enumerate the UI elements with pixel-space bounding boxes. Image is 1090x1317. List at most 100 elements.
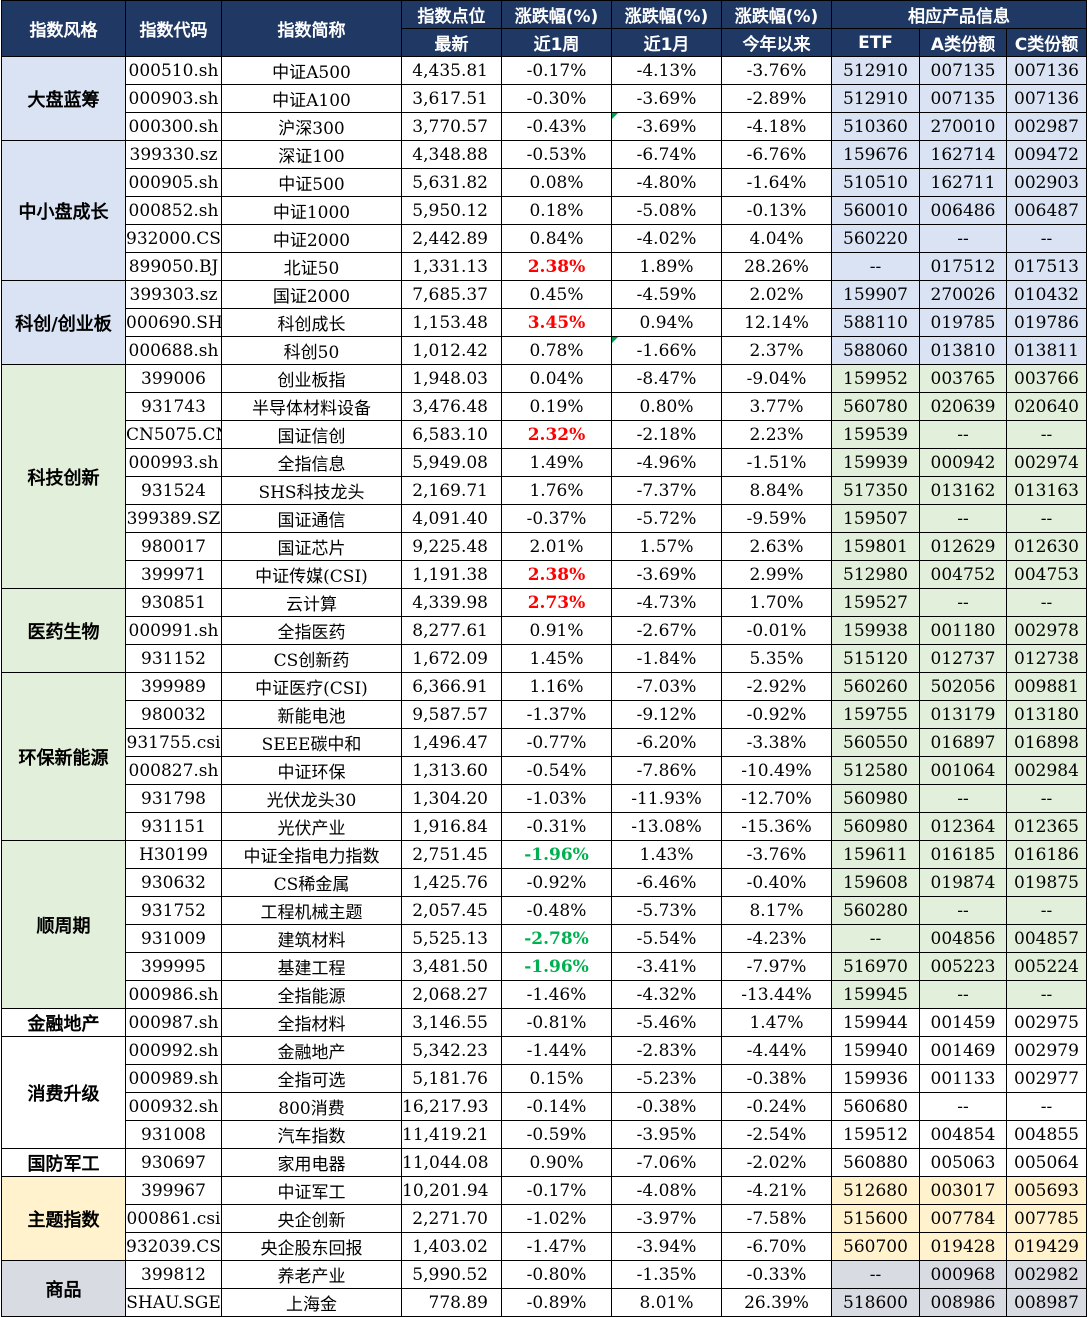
code-cell: 930697 <box>125 1148 222 1177</box>
week-cell: -0.43% <box>501 112 612 141</box>
ytd-cell: -3.76% <box>721 56 832 85</box>
latest-cell: 9,587.57 <box>401 700 502 729</box>
table-row: 931008 汽车指数 11,419.21 -0.59% -3.95% -2.54% 159… <box>2 1120 1088 1149</box>
c-share-cell: 005693 <box>1005 1176 1088 1205</box>
etf-cell: 512910 <box>831 84 920 113</box>
week-cell: -1.03% <box>501 784 612 813</box>
code-cell: 931151 <box>125 812 222 841</box>
month-cell: -1.35% <box>611 1260 722 1289</box>
c-share-cell: 013811 <box>1005 336 1088 365</box>
week-cell: -0.31% <box>501 812 612 841</box>
latest-cell: 1,331.13 <box>401 252 502 281</box>
a-share-cell: 004856 <box>919 924 1007 953</box>
week-cell: -0.30% <box>501 84 612 113</box>
ytd-cell: -6.70% <box>721 1232 832 1261</box>
c-share-cell: 008987 <box>1005 1288 1088 1317</box>
week-cell: 1.45% <box>501 644 612 673</box>
c-share-cell: 019429 <box>1005 1232 1088 1261</box>
c-share-cell: 019786 <box>1005 308 1088 337</box>
ytd-cell: 28.26% <box>721 252 832 281</box>
ytd-cell: 26.39% <box>721 1288 832 1317</box>
header-products: 相应产品信息 <box>830 0 1088 29</box>
week-cell: -0.59% <box>501 1120 612 1149</box>
month-cell: -5.46% <box>611 1008 722 1037</box>
c-share-cell: 002987 <box>1005 112 1088 141</box>
week-cell: 1.76% <box>501 476 612 505</box>
ytd-cell: -0.33% <box>721 1260 832 1289</box>
month-cell: -2.67% <box>611 616 722 645</box>
latest-cell: 1,403.02 <box>401 1232 502 1261</box>
name-cell: 中证传媒(CSI) <box>221 560 402 589</box>
a-share-cell: 005223 <box>919 952 1007 981</box>
ytd-cell: -4.44% <box>721 1036 832 1065</box>
code-cell: 930851 <box>125 588 222 617</box>
header-points: 指数点位 <box>401 0 502 29</box>
month-cell: 0.80% <box>611 392 722 421</box>
a-share-cell: 012629 <box>919 532 1007 561</box>
c-share-cell: 004857 <box>1005 924 1088 953</box>
category-cell: 中小盘成长 <box>1 140 126 281</box>
week-cell: -1.47% <box>501 1232 612 1261</box>
name-cell: 半导体材料设备 <box>221 392 402 421</box>
c-share-cell: 017513 <box>1005 252 1088 281</box>
a-share-cell: 162714 <box>919 140 1007 169</box>
name-cell: 国证通信 <box>221 504 402 533</box>
code-cell: 399006 <box>125 364 222 393</box>
code-cell: 931524 <box>125 476 222 505</box>
category-cell: 环保新能源 <box>1 672 126 841</box>
latest-cell: 11,044.08 <box>401 1148 502 1177</box>
ytd-cell: 2.02% <box>721 280 832 309</box>
name-cell: 深证100 <box>221 140 402 169</box>
month-cell: -3.97% <box>611 1204 722 1233</box>
name-cell: 汽车指数 <box>221 1120 402 1149</box>
week-cell: -2.78% <box>501 924 612 953</box>
month-cell: 8.01% <box>611 1288 722 1317</box>
ytd-cell: 5.35% <box>721 644 832 673</box>
table-row: 顺周期 H30199 中证全指电力指数 2,751.45 -1.96% 1.43% -3.7… <box>1 840 1088 1009</box>
header-ytd: 今年以来 <box>721 28 832 57</box>
a-share-cell: 003017 <box>919 1176 1007 1205</box>
etf-cell: 159940 <box>831 1036 920 1065</box>
month-cell: -5.23% <box>611 1064 722 1093</box>
name-cell: 央企创新 <box>221 1204 402 1233</box>
category-cell: 金融地产 <box>1 1008 126 1037</box>
header-c-share: C类份额 <box>1005 28 1088 57</box>
week-cell: 0.18% <box>501 196 612 225</box>
etf-cell: 560010 <box>831 196 920 225</box>
latest-cell: 2,442.89 <box>401 224 502 253</box>
etf-cell: 159611 <box>831 840 920 869</box>
week-cell: -0.48% <box>501 896 612 925</box>
week-cell: -0.37% <box>501 504 612 533</box>
ytd-cell: -0.01% <box>721 616 832 645</box>
code-cell: 932000.CSI <box>125 224 222 253</box>
ytd-cell: -2.54% <box>721 1120 832 1149</box>
a-share-cell: -- <box>919 420 1007 449</box>
latest-cell: 8,277.61 <box>401 616 502 645</box>
latest-cell: 2,751.45 <box>401 840 502 869</box>
etf-cell: 159936 <box>831 1064 920 1093</box>
c-share-cell: 016898 <box>1005 728 1088 757</box>
name-cell: 科创50 <box>221 336 402 365</box>
latest-cell: 5,181.76 <box>401 1064 502 1093</box>
code-cell: 931752 <box>125 896 222 925</box>
etf-cell: 159507 <box>831 504 920 533</box>
c-share-cell: 020640 <box>1005 392 1088 421</box>
code-cell: 931008 <box>125 1120 222 1149</box>
table-row: 931752 工程机械主题 2,057.45 -0.48% -5.73% 8.17% 560… <box>2 896 1088 925</box>
code-cell: 399971 <box>125 560 222 589</box>
latest-cell: 3,146.55 <box>401 1008 502 1037</box>
table-row: 000690.SH 科创成长 1,153.48 3.45% 0.94% 12.14% 588… <box>2 308 1088 337</box>
category-cell: 消费升级 <box>1 1036 126 1149</box>
a-share-cell: 016185 <box>919 840 1007 869</box>
latest-cell: 1,191.38 <box>401 560 502 589</box>
code-cell: 000989.sh <box>125 1064 222 1093</box>
week-cell: 2.73% <box>501 588 612 617</box>
month-cell: -3.94% <box>611 1232 722 1261</box>
table-header: 指数风格 指数代码 指数简称 指数点位 涨跌幅(%) 涨跌幅(%) 涨跌幅(%)… <box>1 0 1088 57</box>
ytd-cell: 2.37% <box>721 336 832 365</box>
code-cell: 000903.sh <box>125 84 222 113</box>
latest-cell: 6,366.91 <box>401 672 502 701</box>
ytd-cell: 2.63% <box>721 532 832 561</box>
week-cell: -0.92% <box>501 868 612 897</box>
a-share-cell: 012737 <box>919 644 1007 673</box>
